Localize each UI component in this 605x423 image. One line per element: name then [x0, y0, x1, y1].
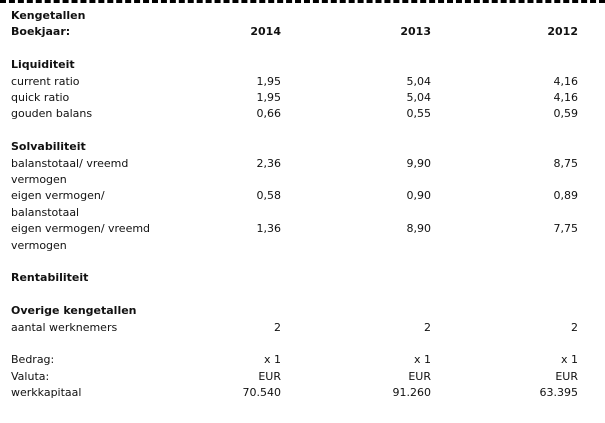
year: 2014 [250, 25, 281, 39]
cell-value: 9,90 [406, 156, 432, 170]
year: 2012 [547, 25, 578, 39]
top-rule [0, 0, 605, 3]
section-title: Solvabiliteit [11, 140, 86, 154]
row-label: werkkapitaal [11, 386, 82, 400]
row-label: Valuta: [11, 369, 50, 383]
cell-value: EUR [555, 369, 578, 383]
cell-value: 0,59 [553, 107, 579, 121]
row-label: quick ratio [11, 91, 70, 104]
cell-value: 1,36 [256, 222, 282, 236]
year: 2013 [400, 25, 431, 39]
cell-value: 0,58 [256, 189, 282, 203]
section-title: Overige kengetallen [11, 304, 137, 318]
cell-value: 2,36 [256, 156, 282, 170]
cell-value: 2 [424, 320, 431, 334]
cell-value: 70.540 [242, 386, 282, 400]
cell-value: x 1 [560, 353, 578, 367]
cell-value: 7,75 [553, 222, 579, 236]
row-label: aantal werknemers [11, 320, 118, 334]
cell-value: 5,04 [406, 74, 432, 88]
title: Kengetallen [11, 9, 86, 22]
cell-value: 91.260 [392, 386, 432, 400]
row-label: vermogen [11, 173, 67, 186]
row-label: eigen vermogen/ vreemd [11, 222, 151, 236]
row-label: balanstotaal/ vreemd [11, 156, 129, 170]
row-label: current ratio [11, 74, 80, 88]
cell-value: x 1 [413, 353, 431, 367]
row-label: Bedrag: [11, 353, 55, 367]
row-label: eigen vermogen/ [11, 189, 105, 203]
row-label: gouden balans [11, 107, 93, 121]
row-label: balanstotaal [11, 205, 80, 219]
cell-value: 5,04 [406, 91, 432, 104]
cell-value: 0,66 [256, 107, 282, 121]
cell-value: 1,95 [256, 91, 282, 104]
cell-value: 0,55 [406, 107, 432, 121]
cell-value: 2 [571, 320, 578, 334]
cell-value: 4,16 [553, 74, 579, 88]
cell-value: 8,90 [406, 222, 432, 236]
section-title: Liquiditeit [11, 58, 75, 72]
cell-value: 0,90 [406, 189, 432, 203]
cell-value: 1,95 [256, 74, 282, 88]
cell-value: 4,16 [553, 91, 579, 104]
cell-value: 0,89 [553, 189, 579, 203]
cell-value: 8,75 [553, 156, 579, 170]
row-label: vermogen [11, 238, 67, 252]
section-title: Rentabiliteit [11, 271, 89, 285]
cell-value: x 1 [263, 353, 281, 367]
cell-value: EUR [258, 369, 281, 383]
year-label: Boekjaar: [11, 25, 71, 39]
cell-value: EUR [408, 369, 431, 383]
cell-value: 63.395 [539, 386, 579, 400]
cell-value: 2 [274, 320, 281, 334]
